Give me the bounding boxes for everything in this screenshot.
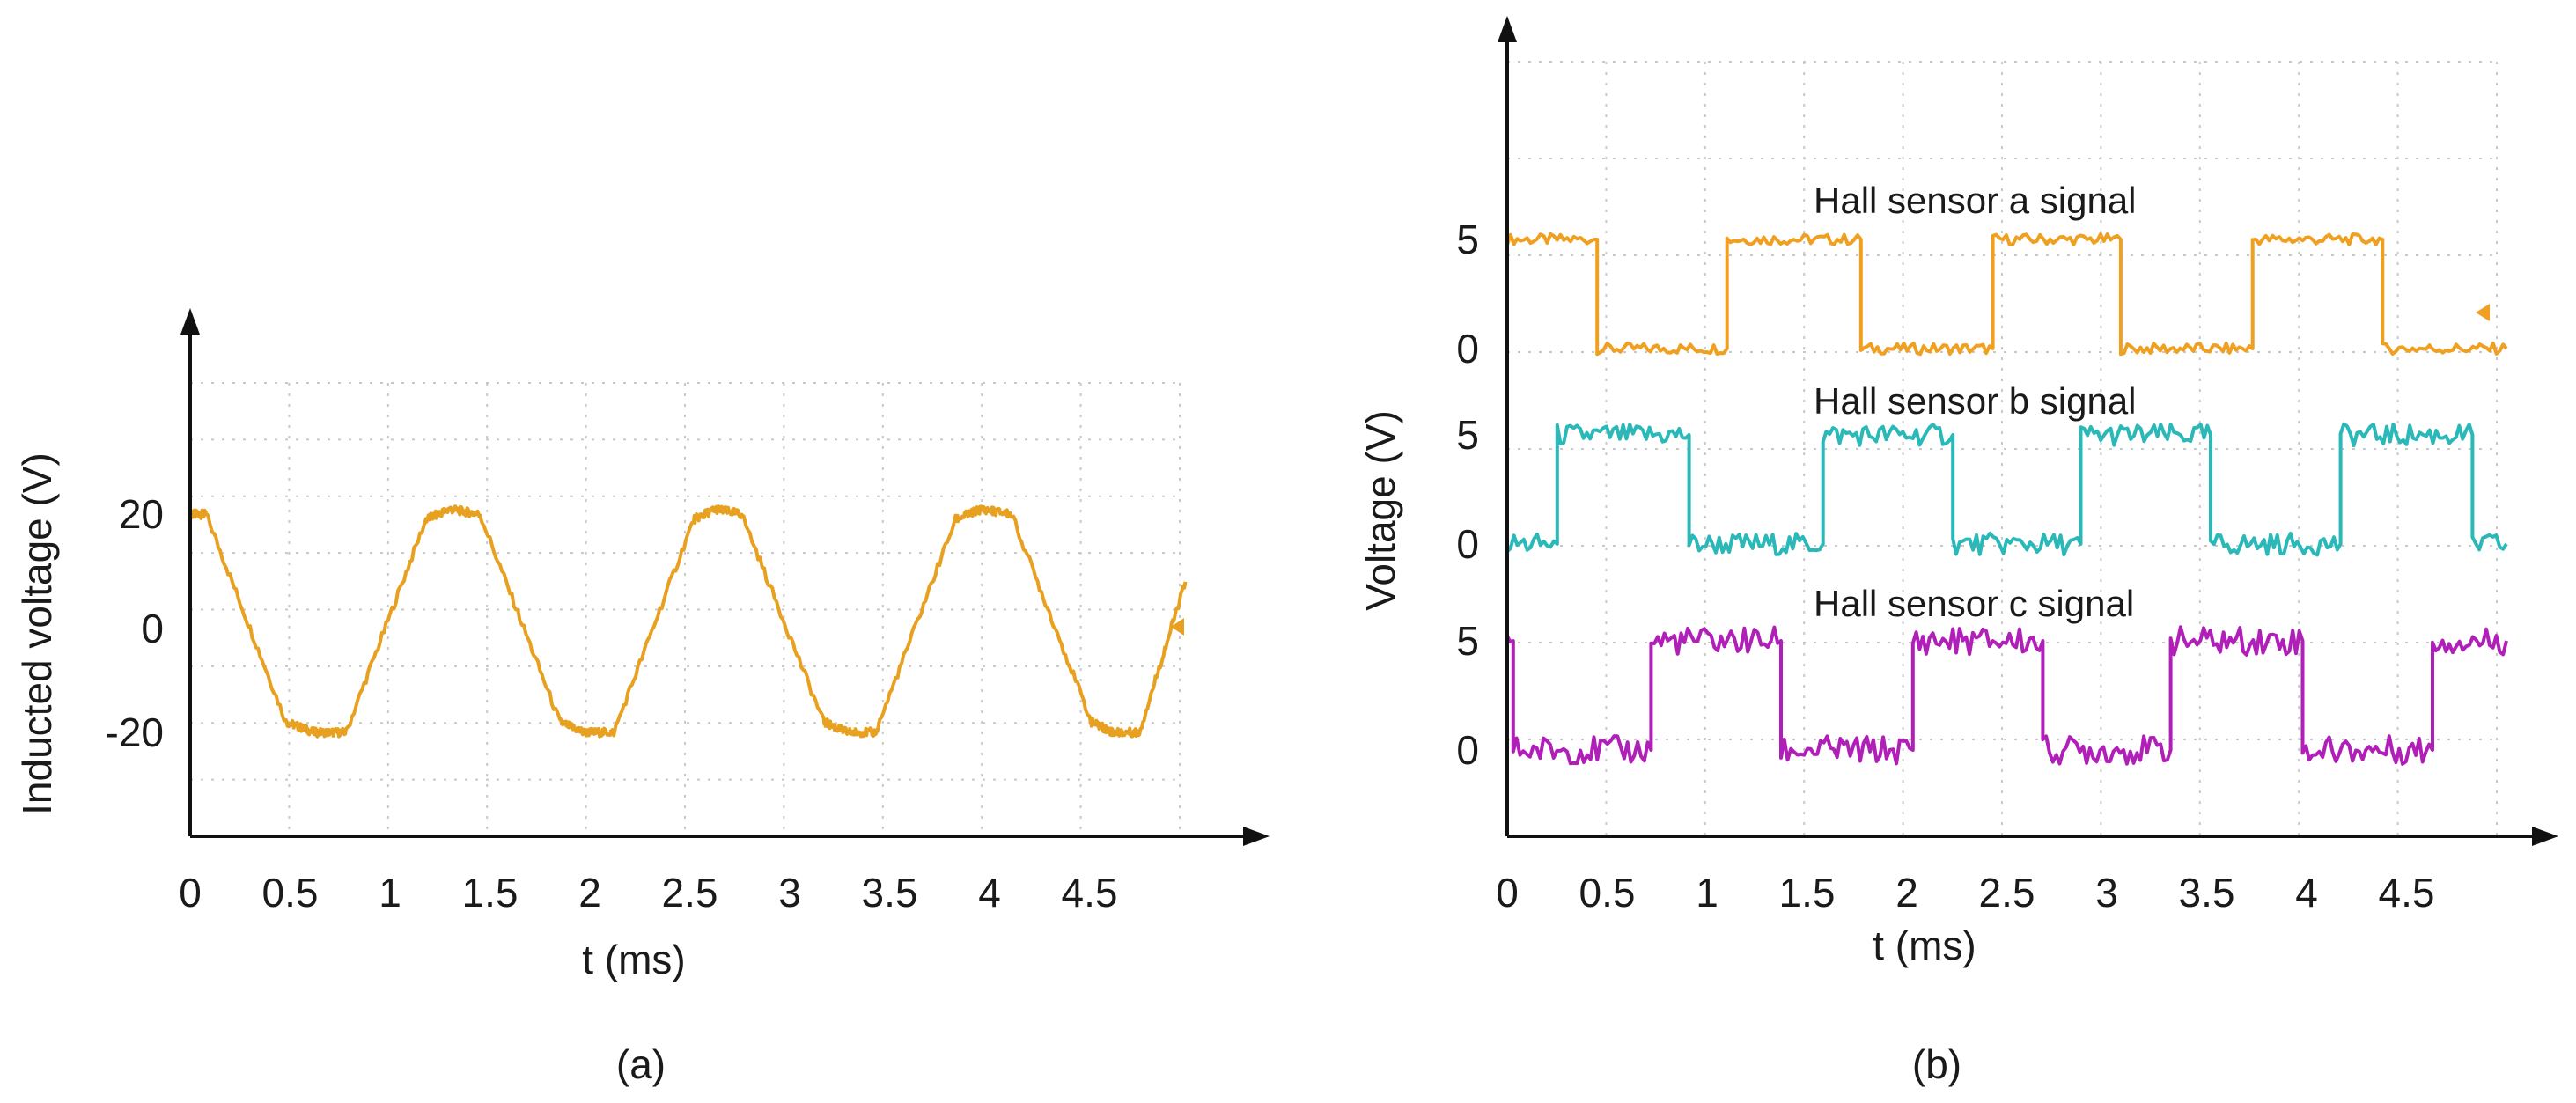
panel-a-x-tick-label: 0.5 [262,870,319,915]
panel-a-x-tick-label: 4.5 [1062,870,1118,915]
panel-b-x-tick-labels: 0 0.5 1 1.5 2 2.5 3 3.5 4 4.5 [1496,870,2434,915]
panel-b-grid [1506,61,2498,837]
panel-b-x-tick-label: 2 [1895,870,1918,915]
panel-a-grid [189,382,1181,837]
panel-a-x-tick-label: 0 [179,870,202,915]
panel-a-x-axis-title: t (ms) [582,937,686,982]
panel-b-x-tick-label: 4.5 [2379,870,2435,915]
panel-b-trace-c [1505,625,2508,766]
panel-a: 0 0.5 1 1.5 2 2.5 3 3.5 4 4.5 20 0 -20 t (ms) Induc… [14,308,1270,1087]
panel-b-x-tick-label: 1.5 [1779,870,1836,915]
panel-a-x-tick-label: 1.5 [462,870,519,915]
panel-b-x-tick-label: 3.5 [2179,870,2235,915]
panel-b-y-tick-label: 5 [1456,412,1479,458]
panel-a-y-tick-label: -20 [106,710,164,755]
panel-a-x-tick-label: 2.5 [662,870,718,915]
panel-a-x-tick-label: 3 [778,870,801,915]
panel-b-y-axis-title: Voltage (V) [1358,410,1403,611]
panel-b-y-tick-label: 5 [1456,618,1479,664]
panel-b: 0 0.5 1 1.5 2 2.5 3 3.5 4 4.5 5 0 5 0 5 0 Hall sensor … [1358,16,2558,1087]
panel-b-x-axis-title: t (ms) [1873,923,1976,968]
panel-b-series-labels: Hall sensor a signal Hall sensor b signal… [1814,180,2137,624]
panel-a-x-axis-arrow [1243,827,1270,846]
panel-b-trace-layer [1505,232,2508,766]
panel-a-y-axis-title: Inducted voltage (V) [14,452,60,815]
panel-b-x-tick-label: 0 [1496,870,1519,915]
panel-a-x-tick-label: 4 [978,870,1001,915]
panel-a-y-tick-label: 0 [141,606,164,651]
panel-b-series-label-a: Hall sensor a signal [1814,180,2137,221]
panel-a-x-tick-label: 1 [379,870,401,915]
panel-a-y-tick-labels: 20 0 -20 [106,491,164,755]
panel-a-trigger-marker [1171,618,1184,636]
panel-a-caption: (a) [616,1041,666,1087]
panel-b-y-axis-arrow [1498,16,1517,42]
panel-a-voltage-trace [188,504,1188,739]
panel-b-y-tick-label: 0 [1456,727,1479,773]
panel-b-x-tick-label: 3 [2095,870,2118,915]
panel-b-x-axis-arrow [2532,827,2558,846]
panel-b-series-label-c: Hall sensor c signal [1814,583,2134,624]
panel-b-y-tick-label: 0 [1456,521,1479,567]
panel-b-trigger-marker [2476,304,2490,321]
panel-a-y-tick-label: 20 [119,491,164,537]
panel-a-x-tick-label: 2 [578,870,601,915]
panel-b-y-tick-label: 5 [1456,217,1479,262]
panel-b-caption: (b) [1912,1041,1961,1087]
panel-b-x-tick-label: 4 [2295,870,2318,915]
panel-a-trace-layer [188,504,1188,739]
panel-b-x-tick-label: 0.5 [1579,870,1636,915]
panel-b-y-tick-labels: 5 0 5 0 5 0 [1456,217,1479,773]
panel-a-x-tick-labels: 0 0.5 1 1.5 2 2.5 3 3.5 4 4.5 [179,870,1117,915]
panel-b-x-tick-label: 1 [1696,870,1719,915]
panel-b-x-tick-label: 2.5 [1979,870,2035,915]
panel-b-y-tick-label: 0 [1456,326,1479,371]
panel-a-x-tick-label: 3.5 [862,870,918,915]
panel-b-series-label-b: Hall sensor b signal [1814,380,2137,422]
panel-b-trace-a [1505,232,2508,357]
panel-a-y-axis-arrow [180,308,200,335]
panel-b-trace-b [1505,422,2508,557]
